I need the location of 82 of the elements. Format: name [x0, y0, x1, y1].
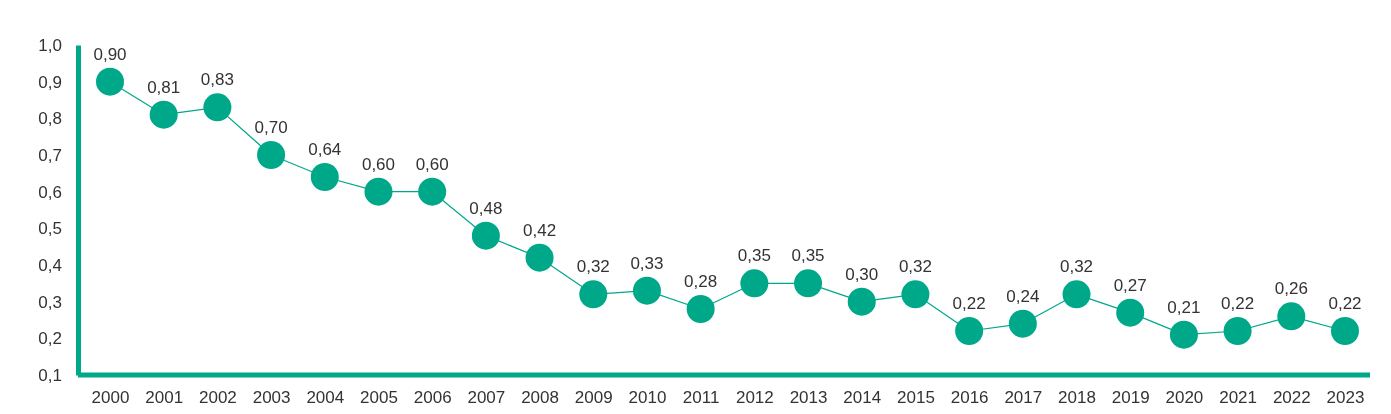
point: [1223, 317, 1252, 345]
x-tick-label: 2016: [950, 388, 989, 408]
y-tick-label: 0,6: [38, 182, 62, 202]
x-tick-label: 2006: [413, 388, 452, 408]
y-tick-label: 0,7: [38, 145, 62, 165]
data-label: 0,42: [523, 220, 557, 240]
y-tick-label: 0,1: [38, 365, 62, 385]
x-tick-label: 2002: [198, 388, 237, 408]
point: [794, 269, 823, 298]
x-tick-label: 2010: [628, 388, 667, 408]
data-label: 0,26: [1274, 279, 1308, 299]
data-label: 0,32: [576, 257, 610, 277]
x-tick-label: 2012: [735, 388, 774, 408]
x-tick-label: 2018: [1058, 388, 1096, 408]
point: [1277, 302, 1306, 331]
data-label: 0,32: [1059, 257, 1094, 277]
data-label: 0,81: [147, 77, 181, 97]
point: [149, 100, 178, 129]
y-tick-label: 0,2: [38, 329, 62, 349]
data-label: 0,33: [630, 253, 664, 273]
x-tick-label: 2013: [789, 388, 828, 408]
data-label: 0,22: [1221, 294, 1255, 313]
y-tick-label: 0,4: [38, 255, 62, 275]
x-tick-label: 2017: [1004, 388, 1043, 408]
point: [686, 295, 715, 323]
point: [310, 163, 339, 191]
point: [1116, 298, 1145, 327]
data-label: 0,64: [308, 140, 342, 159]
data-label: 0,22: [952, 294, 986, 313]
x-tick-label: 2021: [1219, 388, 1258, 408]
y-tick-label: 0,9: [38, 72, 62, 92]
data-label: 0,30: [845, 264, 879, 284]
data-label: 0,70: [254, 118, 288, 137]
x-tick-label: 2004: [306, 388, 345, 408]
data-label: 0,48: [469, 198, 503, 218]
data-label: 0,21: [1167, 297, 1201, 317]
point: [203, 93, 232, 122]
x-tick-label: 2009: [574, 388, 613, 408]
point: [1062, 280, 1091, 309]
y-tick-label: 1,0: [38, 35, 62, 55]
data-label: 0,35: [791, 246, 825, 266]
x-tick-label: 2011: [682, 388, 720, 408]
x-tick-label: 2007: [467, 388, 506, 408]
y-tick-label: 0,8: [38, 109, 62, 129]
data-label: 0,28: [684, 272, 718, 291]
point: [257, 141, 286, 169]
data-label: 0,60: [415, 154, 449, 174]
data-label: 0,24: [1006, 286, 1040, 306]
point: [955, 317, 984, 345]
point: [901, 280, 930, 309]
point: [1008, 309, 1037, 338]
x-tick-label: 2023: [1326, 388, 1365, 408]
point: [740, 269, 769, 298]
x-tick-label: 2003: [252, 388, 291, 408]
data-label: 0,35: [737, 246, 771, 266]
point: [847, 287, 876, 316]
x-tick-label: 2015: [897, 388, 935, 408]
point: [1169, 320, 1198, 349]
data-label: 0,27: [1113, 275, 1147, 295]
point: [525, 243, 554, 272]
point: [96, 67, 124, 96]
data-label: 0,60: [361, 154, 396, 174]
y-tick-label: 0,3: [38, 292, 62, 312]
data-label: 0,32: [898, 257, 932, 277]
data-label: 0,22: [1328, 294, 1362, 313]
point: [471, 221, 500, 250]
x-tick-label: 2022: [1272, 388, 1311, 408]
data-label: 0,90: [93, 44, 127, 64]
x-tick-label: 2019: [1111, 388, 1150, 408]
x-tick-label: 2008: [521, 388, 559, 408]
point: [579, 280, 608, 309]
x-tick-label: 2001: [145, 388, 184, 408]
x-tick-label: 2020: [1165, 388, 1204, 408]
x-tick-label: 2014: [843, 388, 882, 408]
data-label: 0,83: [200, 70, 234, 90]
point: [364, 177, 393, 206]
x-tick-label: 2000: [91, 388, 130, 408]
point: [1331, 317, 1359, 345]
point: [632, 276, 661, 305]
x-tick-label: 2005: [360, 388, 398, 408]
y-tick-label: 0,5: [38, 219, 62, 239]
point: [418, 177, 447, 206]
